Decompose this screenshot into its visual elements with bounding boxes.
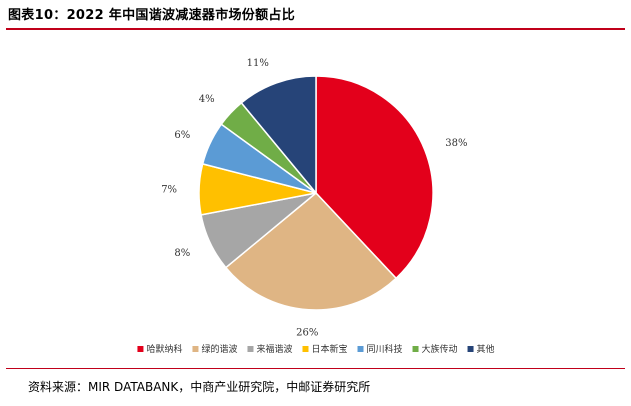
legend-label-3: 来福谐波 — [256, 343, 292, 355]
pie-slice-1 — [315, 75, 434, 280]
pie-label-1: 38% — [445, 138, 467, 149]
legend-swatch-3 — [247, 346, 254, 352]
legend-label-5: 同川科技 — [367, 343, 403, 355]
legend-item-2: 绿的谐波 — [192, 343, 237, 355]
chart-title: 图表10：2022 年中国谐波减速器市场份额占比 — [8, 8, 295, 23]
legend-label-4: 日本新宝 — [311, 343, 347, 355]
legend-item-3: 来福谐波 — [247, 343, 292, 355]
pie-label-2: 26% — [296, 328, 318, 339]
title-underline — [6, 28, 625, 30]
pie-slice-2 — [224, 191, 398, 311]
legend: 哈默纳科 绿的谐波 来福谐波 日本新宝 同川科技 大族传动 其他 — [137, 343, 495, 355]
pie-slices — [198, 75, 434, 311]
legend-swatch-1 — [137, 346, 144, 352]
legend-label-2: 绿的谐波 — [201, 343, 237, 355]
legend-label-1: 哈默纳科 — [146, 343, 182, 355]
legend-swatch-5 — [357, 346, 364, 352]
legend-item-6: 大族传动 — [412, 343, 458, 355]
footer-divider — [6, 368, 625, 369]
legend-item-7: 其他 — [467, 343, 495, 355]
legend-swatch-2 — [192, 346, 199, 352]
pie-label-6: 4% — [199, 94, 215, 105]
legend-label-6: 大族传动 — [422, 343, 458, 355]
legend-swatch-4 — [302, 346, 309, 352]
pie-label-3: 8% — [174, 248, 190, 259]
source-note: 资料来源：MIR DATABANK，中商产业研究院，中邮证券研究所 — [28, 380, 371, 394]
pie-label-7: 11% — [247, 58, 269, 69]
legend-swatch-7 — [467, 346, 474, 352]
pie-slice-7 — [240, 75, 317, 196]
pie-label-4: 7% — [161, 185, 177, 196]
legend-label-7: 其他 — [477, 343, 495, 355]
legend-swatch-6 — [412, 346, 419, 352]
legend-item-4: 日本新宝 — [302, 343, 348, 355]
pie-label-5: 6% — [174, 130, 190, 141]
legend-item-1: 哈默纳科 — [137, 343, 182, 355]
pie-labels: 38% 26% 8% 7% 6% 4% 11% — [161, 58, 467, 339]
legend-item-5: 同川科技 — [357, 343, 403, 355]
